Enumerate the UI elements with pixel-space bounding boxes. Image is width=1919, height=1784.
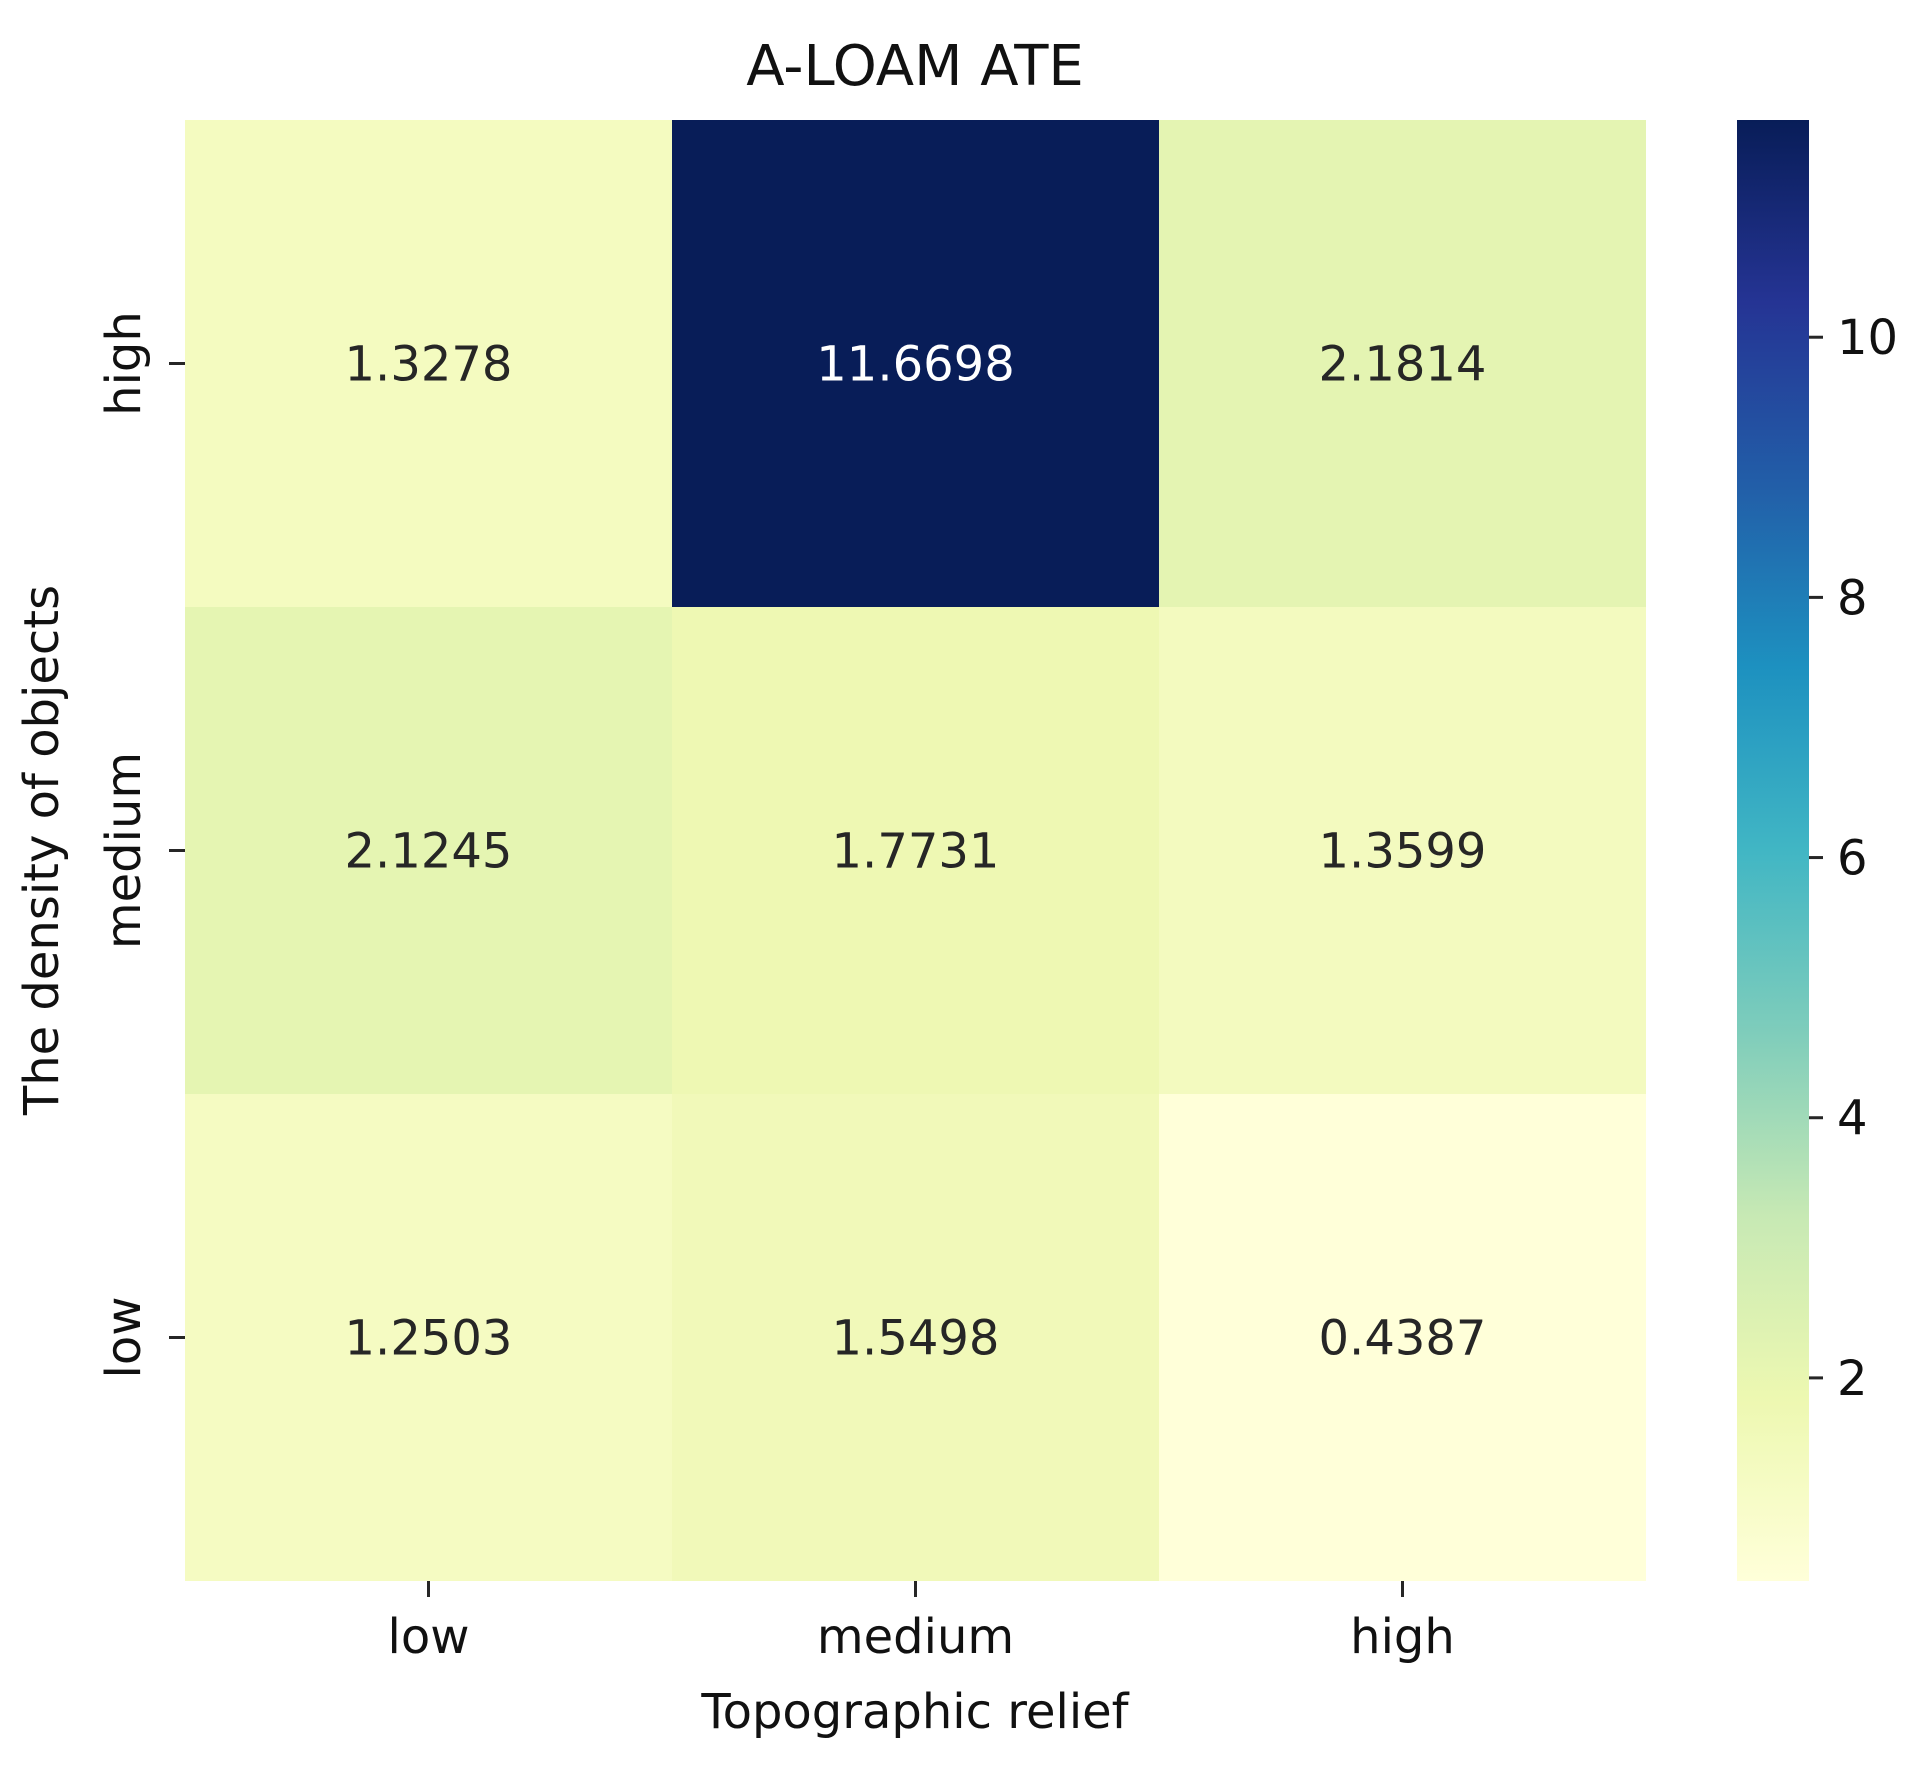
x-tick-label: medium: [817, 1609, 1014, 1665]
cell-value-label: 11.6698: [816, 337, 1015, 393]
chart-title: A-LOAM ATE: [746, 34, 1084, 99]
colorbar-tick-label: 6: [1837, 831, 1868, 887]
heatmap-cell: [185, 120, 672, 607]
y-axis-title: The density of objects: [14, 585, 70, 1116]
cell-value-label: 0.4387: [1319, 1311, 1487, 1367]
y-tick-label: high: [96, 311, 152, 416]
cell-value-label: 1.3278: [345, 337, 513, 393]
heatmap-cell: [185, 607, 672, 1094]
y-axis: high medium low: [96, 311, 185, 1378]
heatmap-cell: [185, 1094, 672, 1581]
cell-value-label: 1.2503: [345, 1311, 513, 1367]
heatmap-cell: [1159, 607, 1646, 1094]
heatmap-cell: [1159, 1094, 1646, 1581]
heatmap-cell: [672, 607, 1159, 1094]
cell-value-label: 1.7731: [832, 824, 1000, 880]
colorbar-tick-label: 8: [1837, 570, 1868, 626]
cell-value-label: 2.1245: [345, 824, 513, 880]
x-axis-title: Topographic relief: [700, 1684, 1129, 1740]
colorbar-gradient: [1737, 120, 1809, 1581]
heatmap-cells: 1.3278 11.6698 2.1814 2.1245 1.7731 1.3599 1.2…: [185, 120, 1646, 1581]
x-tick-label: low: [388, 1609, 470, 1665]
y-tick-label: medium: [96, 752, 152, 949]
x-axis: low medium high: [388, 1581, 1455, 1665]
x-tick-label: high: [1350, 1609, 1455, 1665]
heatmap-cell: [672, 120, 1159, 607]
cell-value-label: 2.1814: [1319, 337, 1487, 393]
colorbar-tick-label: 4: [1837, 1091, 1868, 1147]
heatmap-cell: [1159, 120, 1646, 607]
colorbar-tick-label: 2: [1837, 1351, 1868, 1407]
heatmap-cell: [672, 1094, 1159, 1581]
cell-value-label: 1.3599: [1319, 824, 1487, 880]
y-tick-label: low: [96, 1297, 152, 1379]
cell-value-label: 1.5498: [832, 1311, 1000, 1367]
colorbar-tick-label: 10: [1837, 310, 1898, 366]
colorbar: 2 4 6 8 10: [1737, 120, 1898, 1581]
